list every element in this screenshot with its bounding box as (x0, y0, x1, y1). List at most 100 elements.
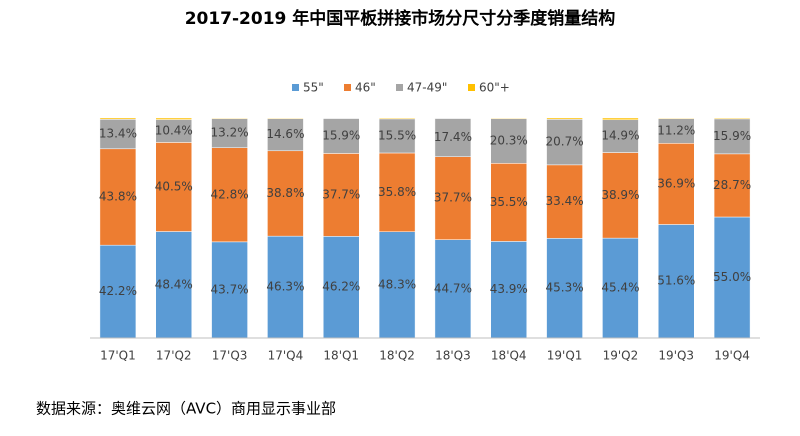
data-label: 42.8% (211, 187, 249, 201)
bar-segment (658, 143, 695, 225)
data-label: 17.4% (434, 130, 472, 144)
x-tick-label: 19'Q3 (658, 349, 694, 363)
bar-segment (434, 118, 472, 157)
bar-segment (546, 238, 583, 339)
data-label: 14.6% (266, 127, 304, 141)
data-label: 43.8% (99, 189, 137, 203)
bar-segment (490, 241, 527, 339)
data-label: 13.4% (99, 127, 137, 141)
chart-title: 2017-2019 年中国平板拼接市场分尺寸分季度销量结构 (185, 8, 616, 29)
bar-segment (323, 236, 360, 339)
bar-segment (713, 118, 751, 155)
data-label: 28.7% (713, 178, 751, 192)
legend-swatch (396, 84, 403, 91)
data-label: 10.4% (155, 123, 193, 137)
bar-segment (434, 156, 472, 240)
bar-segment (602, 117, 639, 121)
x-tick-label: 19'Q1 (547, 349, 583, 363)
x-tick-label: 17'Q3 (212, 349, 248, 363)
data-label: 55.0% (713, 270, 751, 284)
x-tick-label: 19'Q4 (714, 349, 750, 363)
data-label: 15.9% (322, 128, 360, 142)
data-label: 42.2% (99, 284, 137, 298)
bar-segment (211, 147, 248, 243)
data-label: 35.8% (378, 185, 416, 199)
bar-segment (490, 163, 527, 242)
bar-segment (378, 118, 416, 154)
data-label: 14.9% (601, 129, 639, 143)
bar-segment (378, 231, 416, 339)
bar-segment (323, 153, 360, 237)
bar-segment (658, 117, 695, 119)
bar-segment (490, 117, 527, 119)
bar-segment (434, 239, 472, 339)
bar-segment (155, 117, 192, 120)
data-label: 46.2% (322, 280, 360, 294)
data-label: 48.3% (378, 277, 416, 291)
bar-segment (267, 118, 304, 152)
bar-segment (546, 164, 583, 239)
data-label: 38.8% (266, 186, 304, 200)
bar-segment (99, 148, 137, 246)
bar-segment (490, 118, 527, 164)
data-label: 51.6% (657, 274, 695, 288)
bar-segment (99, 244, 137, 339)
bar-segment (211, 117, 248, 119)
data-label: 43.7% (211, 282, 249, 296)
data-label: 15.9% (713, 129, 751, 143)
data-label: 43.9% (490, 282, 528, 296)
bar-segment (155, 142, 192, 232)
data-label: 36.9% (657, 176, 695, 190)
bar-segment (378, 117, 416, 120)
data-label: 37.7% (434, 191, 472, 205)
data-label: 40.5% (155, 179, 193, 193)
legend-label: 47-49" (407, 81, 447, 95)
x-tick-label: 18'Q2 (379, 349, 415, 363)
bar-segment (713, 216, 751, 339)
legend-label: 55" (303, 81, 324, 95)
bar-segment (155, 231, 192, 339)
x-tick-label: 17'Q4 (268, 349, 304, 363)
bar-segment (602, 152, 639, 239)
bar-segment (267, 235, 304, 339)
x-tick-label: 17'Q2 (156, 349, 192, 363)
data-label: 38.9% (601, 188, 639, 202)
bar-segment (99, 117, 137, 120)
data-label: 45.4% (601, 281, 639, 295)
bar-segment (658, 118, 695, 144)
x-tick-label: 18'Q4 (491, 349, 527, 363)
bar-segment (323, 118, 360, 154)
data-label: 37.7% (322, 187, 360, 201)
legend-swatch (344, 84, 351, 91)
bar-segment (267, 150, 304, 237)
x-tick-label: 19'Q2 (603, 349, 639, 363)
data-label: 33.4% (546, 194, 584, 208)
legend-label: 60"+ (479, 81, 510, 95)
data-label: 35.5% (490, 195, 528, 209)
source-note: 数据来源：奥维云网（AVC）商用显示事业部 (36, 400, 336, 418)
data-label: 46.3% (266, 280, 304, 294)
data-label: 11.2% (657, 123, 695, 137)
x-tick-label: 18'Q3 (435, 349, 471, 363)
data-label: 44.7% (434, 281, 472, 295)
data-label: 15.5% (378, 128, 416, 142)
data-label: 20.7% (546, 135, 584, 149)
bar-segment (713, 117, 751, 120)
data-label: 45.3% (546, 281, 584, 295)
x-tick-label: 18'Q1 (323, 349, 359, 363)
bar-segment (546, 117, 583, 120)
data-label: 20.3% (490, 133, 528, 147)
bar-segment (378, 152, 416, 232)
bar-segment (713, 153, 751, 218)
bar-segment (546, 119, 583, 166)
x-tick-label: 17'Q1 (100, 349, 136, 363)
legend-swatch (468, 84, 475, 91)
legend-swatch (292, 84, 299, 91)
bar-segment (211, 118, 248, 148)
legend-label: 46" (355, 81, 376, 95)
data-label: 13.2% (211, 126, 249, 140)
data-label: 48.4% (155, 277, 193, 291)
bar-segment (267, 117, 304, 119)
bar-segment (602, 119, 639, 153)
